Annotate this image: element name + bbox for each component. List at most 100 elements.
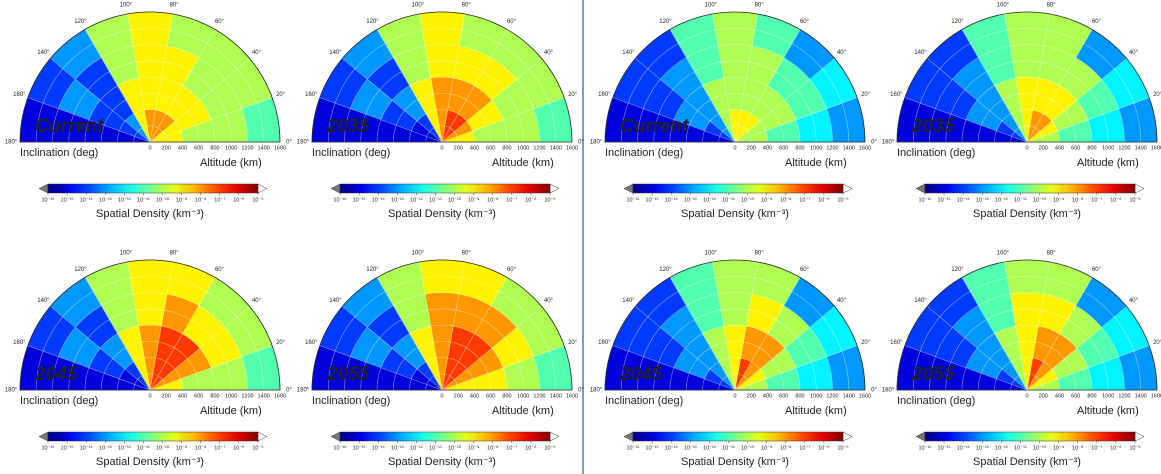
colorbar — [340, 432, 550, 441]
colorbar-extend-low — [624, 184, 633, 193]
density-cell — [133, 293, 167, 326]
theta-tick-label: 40° — [837, 50, 847, 56]
r-tick-label: 1400 — [1135, 393, 1147, 399]
colorbar-tick-label: 10⁻⁹ — [468, 196, 479, 203]
colorbar-tick-label: 10⁻⁷ — [214, 196, 225, 203]
theta-tick-label: 80° — [462, 251, 472, 257]
colorbar-extend-low — [624, 432, 633, 441]
theta-tick-label: 80° — [462, 3, 472, 9]
theta-tick-label: 120° — [659, 267, 672, 273]
colorbar-tick-label: 10⁻¹⁴ — [957, 196, 971, 203]
colorbar-tick-label: 10⁻¹² — [703, 197, 716, 203]
r-tick-label: 1400 — [843, 393, 855, 399]
theta-tick-label: 120° — [74, 267, 87, 273]
theta-tick-label: 20° — [568, 92, 578, 98]
r-tick-label: 800 — [502, 145, 511, 151]
colorbar-tick-label: 10⁻¹⁴ — [80, 196, 94, 203]
theta-tick-label: 40° — [252, 298, 262, 304]
colorbar-tick-label: 10⁻⁶ — [525, 444, 536, 451]
colorbar-tick-label: 10⁻¹⁵ — [646, 196, 659, 203]
theta-axis-label: Inclination (deg) — [605, 147, 683, 159]
colorbar-tick-label: 10⁻⁹ — [1053, 196, 1064, 203]
theta-tick-label: 180° — [5, 140, 18, 146]
panel-title: Current — [35, 116, 104, 137]
colorbar-tick-label: 10⁻⁶ — [233, 196, 244, 203]
colorbar-tick-label: 10⁻⁸ — [195, 444, 206, 451]
panel: 0°20°40°60°80°100°120°140°160°180°020040… — [5, 3, 293, 220]
colorbar-tick-label: 10⁻¹⁶ — [333, 196, 346, 203]
colorbar-tick-label: 10⁻¹⁰ — [156, 444, 170, 451]
colorbar-tick-label: 10⁻⁸ — [487, 444, 498, 451]
colorbar — [48, 432, 258, 441]
r-tick-label: 600 — [486, 393, 495, 399]
colorbar-tick-label: 10⁻⁵ — [837, 444, 848, 451]
theta-tick-label: 140° — [329, 298, 342, 304]
colorbar-extend-low — [916, 184, 925, 193]
colorbar-tick-label: 10⁻¹⁵ — [353, 196, 366, 203]
r-tick-label: 600 — [779, 145, 788, 151]
colorbar-tick-label: 10⁻⁷ — [799, 444, 810, 451]
r-tick-label: 0 — [440, 393, 443, 399]
r-tick-label: 200 — [1039, 145, 1048, 151]
figure: 0° 20° 40° 60° 80° 100° 120° 140° 160° 180° 0 200 40… — [0, 0, 1161, 474]
colorbar-tick-label: 10⁻¹⁵ — [938, 196, 951, 203]
colorbar — [925, 184, 1135, 193]
panel: 0°20°40°60°80°100°120°140°160°180°020040… — [590, 3, 878, 220]
colorbar-extend-low — [39, 184, 48, 193]
colorbar-label: Spatial Density (km⁻³) — [388, 456, 496, 468]
colorbar-tick-label: 10⁻¹⁶ — [333, 444, 346, 451]
theta-tick-label: 180° — [5, 388, 18, 394]
theta-tick-label: 0° — [578, 140, 584, 146]
panel: 0°20°40°60°80°100°120°140°160°180°020040… — [882, 251, 1161, 468]
colorbar-tick-label: 10⁻¹³ — [391, 445, 404, 451]
colorbar-tick-label: 10⁻¹⁰ — [741, 444, 755, 451]
colorbar-tick-label: 10⁻¹⁴ — [372, 444, 386, 451]
colorbar-extend-low — [331, 432, 340, 441]
r-tick-label: 400 — [1055, 393, 1064, 399]
theta-tick-label: 60° — [507, 267, 517, 273]
panel-title: 2045 — [619, 364, 663, 385]
r-tick-label: 1000 — [225, 145, 237, 151]
theta-tick-label: 140° — [622, 298, 635, 304]
theta-tick-label: 120° — [951, 19, 964, 25]
colorbar-tick-label: 10⁻⁶ — [525, 196, 536, 203]
colorbar-tick-label: 10⁻¹¹ — [137, 445, 150, 451]
theta-tick-label: 180° — [590, 388, 603, 394]
r-tick-label: 600 — [1071, 393, 1080, 399]
colorbar-label: Spatial Density (km⁻³) — [681, 208, 789, 220]
colorbar-tick-label: 10⁻¹¹ — [722, 197, 735, 203]
panel-title: 2035 — [911, 116, 955, 137]
colorbar-tick-label: 10⁻¹¹ — [137, 197, 150, 203]
theta-tick-label: 100° — [997, 251, 1010, 257]
theta-tick-label: 40° — [1129, 298, 1139, 304]
r-axis-label: Altitude (km) — [1077, 157, 1139, 169]
colorbar-tick-label: 10⁻¹³ — [976, 197, 989, 203]
r-axis-label: Altitude (km) — [785, 405, 847, 417]
theta-tick-label: 100° — [412, 3, 425, 9]
theta-tick-label: 160° — [890, 340, 903, 346]
theta-tick-label: 40° — [252, 50, 262, 56]
colorbar-tick-label: 10⁻¹⁵ — [61, 444, 74, 451]
colorbar-extend-high — [1135, 432, 1144, 441]
colorbar-tick-label: 10⁻¹¹ — [1014, 197, 1027, 203]
theta-tick-label: 60° — [215, 19, 225, 25]
colorbar-tick-label: 10⁻⁹ — [1053, 444, 1064, 451]
r-tick-label: 600 — [1071, 145, 1080, 151]
colorbar-tick-label: 10⁻¹² — [118, 197, 131, 203]
r-tick-label: 1600 — [566, 145, 578, 151]
r-tick-label: 1400 — [843, 145, 855, 151]
theta-tick-label: 160° — [890, 92, 903, 98]
theta-tick-label: 80° — [755, 251, 765, 257]
r-tick-label: 1400 — [258, 393, 270, 399]
r-tick-label: 800 — [210, 145, 219, 151]
colorbar-tick-label: 10⁻¹³ — [976, 445, 989, 451]
colorbar-tick-label: 10⁻⁶ — [1110, 196, 1121, 203]
theta-tick-label: 180° — [590, 140, 603, 146]
theta-tick-label: 80° — [170, 3, 180, 9]
theta-tick-label: 120° — [659, 19, 672, 25]
r-tick-label: 1400 — [258, 145, 270, 151]
r-tick-label: 1000 — [1102, 393, 1114, 399]
theta-tick-label: 0° — [286, 388, 292, 394]
density-cell — [1004, 260, 1049, 294]
